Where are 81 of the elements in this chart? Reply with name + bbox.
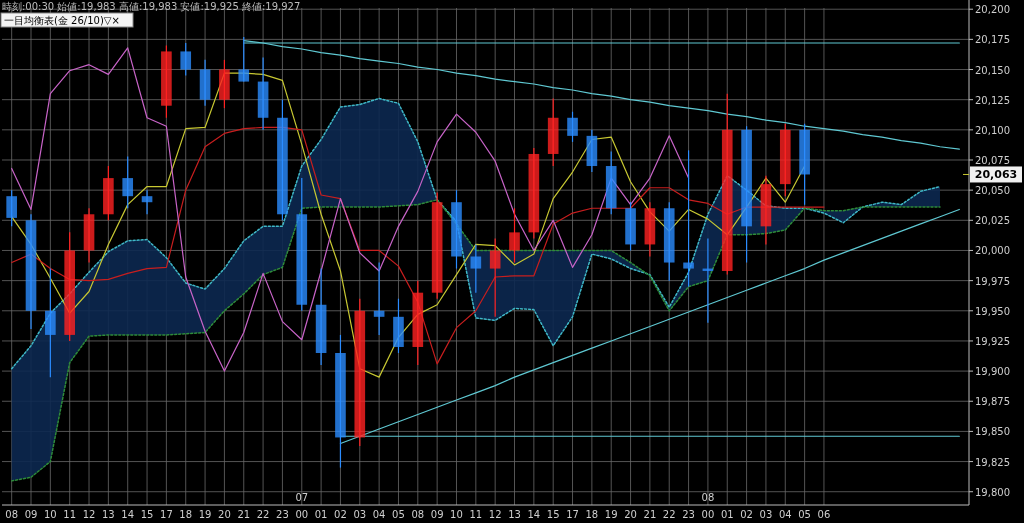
x-tick-label: 09 (430, 509, 444, 520)
x-tick-label: 18 (179, 509, 193, 520)
x-tick-label: 15 (140, 509, 154, 520)
candlestick (238, 36, 250, 83)
x-tick-label: 12 (488, 509, 502, 520)
y-tick-label: 20,200 (975, 4, 1010, 16)
chart-title: 時刻:00:30 始値:19,983 高値:19,983 安値:19,925 終値:19,927 (2, 1, 301, 12)
y-tick-label: 20,175 (975, 34, 1010, 46)
candlestick (683, 149, 694, 288)
x-tick-label: 10 (43, 509, 57, 520)
candlestick (180, 42, 192, 77)
x-tick-label: 01 (314, 509, 328, 520)
candlestick (141, 189, 153, 215)
candlestick (489, 237, 501, 318)
x-tick-label: 20 (218, 509, 231, 520)
x-tick-label: 01 (720, 509, 734, 520)
x-tick-label: 08 (5, 509, 19, 520)
x-tick-label: 09 (24, 509, 38, 520)
y-tick-label: 19,900 (975, 366, 1010, 378)
line-series (339, 208, 960, 445)
x-tick-label: 23 (682, 509, 695, 520)
x-tick-label: 23 (276, 509, 289, 520)
x-tick-label: 00 (295, 509, 309, 520)
annotation: 08 (701, 492, 715, 503)
x-tick-label: 11 (63, 509, 77, 520)
candlestick (509, 207, 520, 264)
line-series (11, 47, 690, 372)
x-tick-label: 03 (353, 509, 367, 520)
x-tick-label: 18 (585, 509, 599, 520)
x-tick-label: 22 (256, 509, 270, 520)
x-tick-label: 19 (604, 509, 618, 520)
y-tick-label: 19,975 (975, 275, 1010, 287)
x-tick-label: 22 (662, 509, 676, 520)
x-tick-label: 11 (469, 509, 483, 520)
y-tick-label: 20,100 (975, 124, 1010, 136)
x-tick-label: 20 (624, 509, 637, 520)
candlestick (6, 189, 17, 227)
y-tick-label: 19,950 (975, 305, 1010, 317)
line-series (11, 126, 825, 365)
ref-line-label: 20,063 (974, 168, 1018, 182)
text: 一目均衡表(金 26/10)▽× (4, 15, 120, 26)
line-series (10, 97, 941, 370)
annotation: 07 (295, 492, 309, 503)
x-tick-label: 05 (798, 509, 811, 520)
y-tick-label: 20,050 (975, 185, 1010, 197)
y-tick-label: 19,850 (975, 426, 1010, 438)
candlestick (373, 261, 385, 336)
y-tick-label: 19,925 (975, 335, 1010, 347)
x-tick-label: 13 (102, 509, 115, 520)
x-tick-label: 19 (198, 509, 212, 520)
candlestick (567, 111, 578, 143)
x-tick-label: 17 (566, 509, 579, 520)
x-tick-label: 21 (643, 509, 657, 520)
x-tick-label: 02 (740, 509, 753, 520)
x-tick-label: 14 (121, 509, 135, 520)
y-tick-label: 19,875 (975, 396, 1010, 408)
x-tick-label: 21 (237, 509, 251, 520)
x-tick-label: 10 (450, 509, 463, 520)
x-tick-label: 04 (778, 509, 792, 520)
x-tick-label: 06 (817, 509, 831, 520)
candlestick (122, 155, 134, 209)
x-tick-label: 03 (759, 509, 773, 520)
y-tick-label: 20,150 (975, 64, 1010, 76)
x-tick-label: 00 (701, 509, 715, 520)
x-tick-label: 13 (508, 509, 521, 520)
y-tick-label: 19,825 (975, 456, 1010, 468)
y-tick-label: 20,000 (975, 245, 1010, 257)
y-tick-label: 20,075 (975, 155, 1010, 166)
y-tick-label: 20,125 (975, 94, 1010, 106)
x-tick-label: 17 (160, 509, 173, 520)
x-tick-label: 08 (411, 509, 425, 520)
x-tick-label: 12 (82, 509, 96, 520)
y-tick-label: 20,025 (975, 215, 1010, 227)
line-series (10, 199, 941, 482)
x-tick-label: 05 (392, 509, 405, 520)
x-tick-label: 02 (334, 509, 347, 520)
x-tick-label: 04 (372, 509, 386, 520)
y-tick-label: 19,800 (975, 486, 1010, 498)
x-tick-label: 15 (546, 509, 560, 520)
x-tick-label: 14 (527, 509, 541, 520)
candlestick (470, 243, 482, 294)
